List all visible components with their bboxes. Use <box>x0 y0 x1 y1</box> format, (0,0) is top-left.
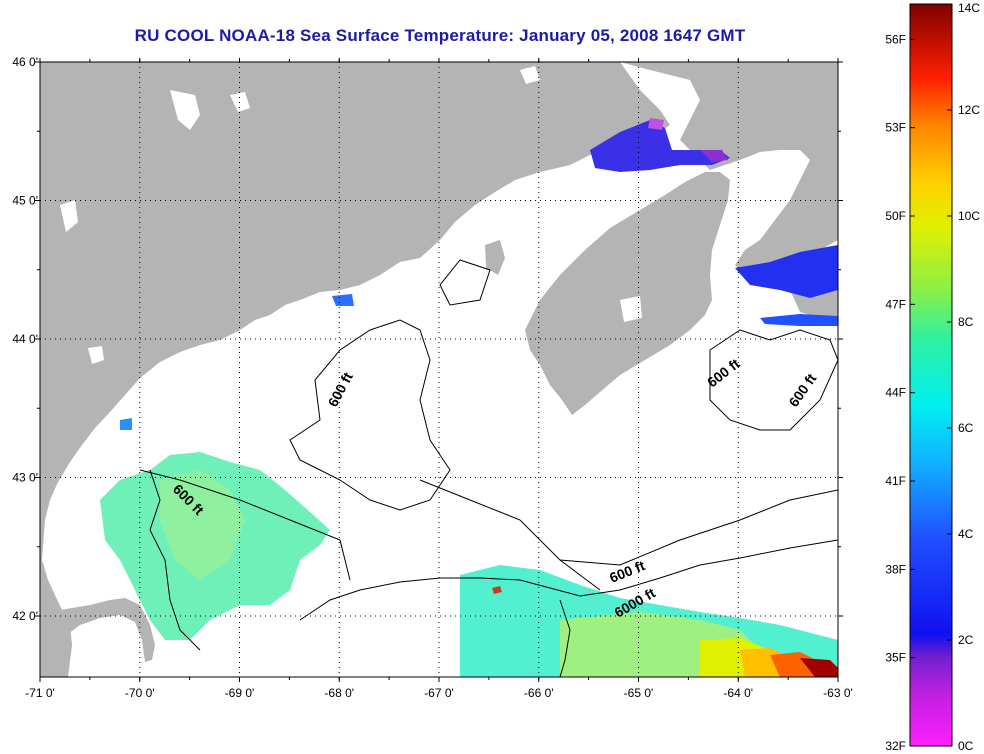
sst-patches <box>100 118 838 677</box>
sst-colorbar <box>909 3 953 747</box>
lat-tick-label: 42 0' <box>12 609 38 623</box>
lake <box>520 66 540 84</box>
lon-tick-label: -70 0' <box>125 686 155 700</box>
colorbar-fahrenheit-label: 35F <box>885 651 906 665</box>
map-title: RU COOL NOAA-18 Sea Surface Temperature:… <box>134 26 746 45</box>
lon-tick-label: -68 0' <box>324 686 354 700</box>
colorbar-fahrenheit-label: 38F <box>885 562 906 576</box>
colorbar-celsius-label: 6C <box>958 421 974 435</box>
colorbar-fahrenheit-label: 56F <box>885 32 906 46</box>
land-mainland <box>40 62 670 677</box>
lake <box>170 90 200 130</box>
lon-tick-label: -69 0' <box>225 686 255 700</box>
colorbar-celsius-label: 14C <box>958 1 980 15</box>
lat-tick-label: 45 0' <box>12 194 38 208</box>
colorbar-fahrenheit-label: 44F <box>885 386 906 400</box>
lake <box>620 296 642 322</box>
colorbar-celsius-label: 4C <box>958 527 974 541</box>
colorbar-celsius-label: 8C <box>958 315 974 329</box>
lat-lon-grid <box>40 62 838 677</box>
longitude-ticks: -71 0' -70 0' -69 0' -68 0' -67 0' -66 0' -65 … <box>25 58 853 700</box>
colorbar-fahrenheit-label: 50F <box>885 209 906 223</box>
lat-tick-label: 44 0' <box>12 332 38 346</box>
colorbar-celsius-label: 2C <box>958 633 974 647</box>
lon-tick-label: -67 0' <box>424 686 454 700</box>
lake <box>88 346 104 364</box>
colorbar-celsius-label: 12C <box>958 103 980 117</box>
colorbar-fahrenheit-ticks: 56F 53F 50F 47F 44F 41F 38F 35F 32F <box>885 32 915 753</box>
colorbar-fahrenheit-label: 32F <box>885 739 906 753</box>
lon-tick-label: -64 0' <box>723 686 753 700</box>
lon-tick-label: -65 0' <box>624 686 654 700</box>
colorbar-fahrenheit-label: 53F <box>885 121 906 135</box>
lat-tick-label: 46 0' <box>12 55 38 69</box>
lon-tick-label: -66 0' <box>524 686 554 700</box>
latitude-ticks: 46 0' 45 0' 44 0' 43 0' 42 0' <box>12 55 843 623</box>
land-cape-cod <box>40 598 155 662</box>
lake <box>60 200 78 232</box>
colorbar-celsius-ticks: 14C 12C 10C 8C 6C 4C 2C 0C <box>947 1 980 753</box>
lon-tick-label: -63 0' <box>823 686 853 700</box>
lat-tick-label: 43 0' <box>12 471 38 485</box>
depth-contours <box>139 259 838 677</box>
colorbar-fahrenheit-label: 41F <box>885 474 906 488</box>
colorbar-celsius-label: 0C <box>958 739 974 753</box>
lon-tick-label: -71 0' <box>25 686 55 700</box>
colorbar-fahrenheit-label: 47F <box>885 297 906 311</box>
colorbar-celsius-label: 10C <box>958 209 980 223</box>
land-new-brunswick <box>620 62 838 275</box>
land-nova-scotia <box>525 172 730 415</box>
land-island <box>485 240 505 275</box>
